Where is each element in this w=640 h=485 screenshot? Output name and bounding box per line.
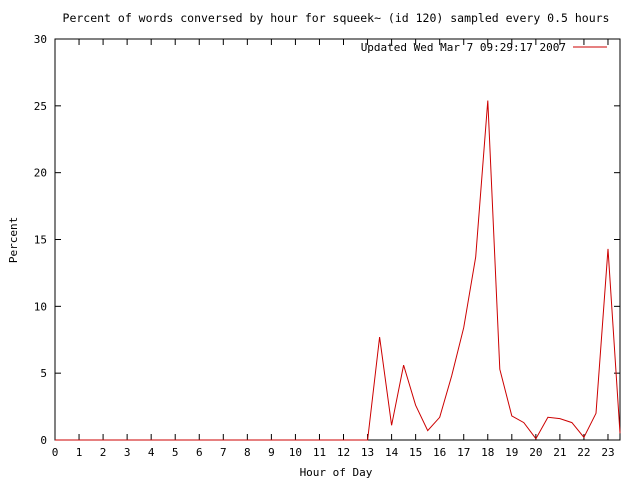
y-tick-label: 20 [34,167,47,180]
x-tick-label: 2 [100,446,107,459]
y-tick-label: 0 [40,434,47,447]
x-tick-label: 7 [220,446,227,459]
x-tick-label: 23 [601,446,614,459]
x-tick-label: 17 [457,446,470,459]
x-tick-label: 6 [196,446,203,459]
x-tick-label: 20 [529,446,542,459]
x-tick-label: 10 [289,446,302,459]
chart-title: Percent of words conversed by hour for s… [63,11,610,25]
y-axis-label: Percent [7,217,20,263]
x-tick-label: 5 [172,446,179,459]
x-tick-label: 8 [244,446,251,459]
x-tick-label: 13 [361,446,374,459]
x-tick-label: 15 [409,446,422,459]
x-tick-label: 21 [553,446,566,459]
x-tick-label: 14 [385,446,399,459]
x-tick-label: 11 [313,446,326,459]
x-tick-label: 16 [433,446,446,459]
series-line [55,100,621,441]
axis-ticks: 0 1 2 3 4 5 6 7 8 9 10 11 12 13 14 15 16 17 18 19 20 21 22 2305… [34,33,620,459]
y-tick-label: 30 [34,33,47,46]
x-tick-label: 22 [577,446,590,459]
y-tick-label: 25 [34,100,47,113]
x-tick-label: 12 [337,446,350,459]
x-tick-label: 19 [505,446,518,459]
x-tick-label: 9 [268,446,275,459]
x-tick-label: 0 [52,446,59,459]
y-tick-label: 5 [40,367,47,380]
x-tick-label: 18 [481,446,494,459]
legend-label: Updated Wed Mar 7 09:29:17 2007 [361,41,566,54]
x-tick-label: 3 [124,446,131,459]
x-tick-label: 1 [76,446,83,459]
y-tick-label: 10 [34,300,47,313]
x-axis-label: Hour of Day [300,466,373,479]
y-tick-label: 15 [34,234,47,247]
legend: Updated Wed Mar 7 09:29:17 2007 [361,41,607,54]
series-group [55,100,621,441]
plot-frame [54,38,621,441]
x-tick-label: 4 [148,446,155,459]
